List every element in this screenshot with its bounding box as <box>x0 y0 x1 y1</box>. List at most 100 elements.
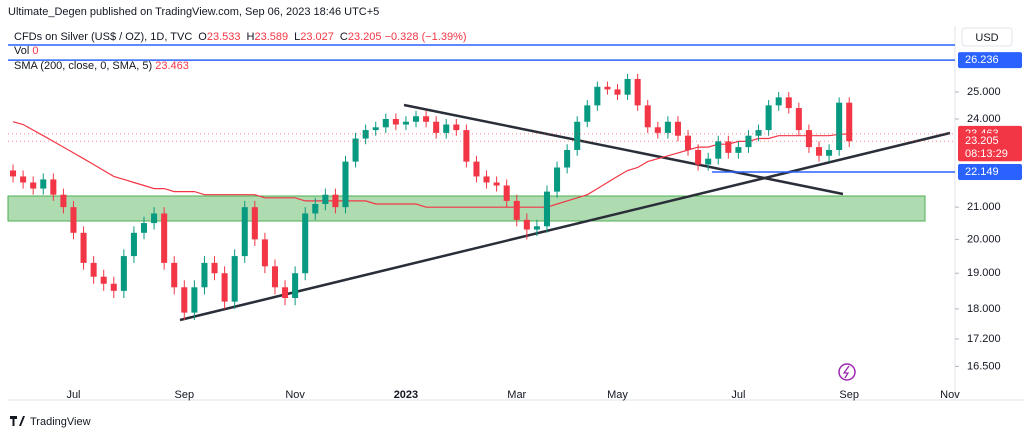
x-tick-label: May <box>607 389 628 401</box>
legend: CFDs on Silver (US$ / OZ), 1D, TVC O23.53… <box>14 31 467 72</box>
candle-body <box>695 149 702 165</box>
sma-label: SMA (200, close, 0, SMA, 5) <box>14 60 152 72</box>
candle-body <box>654 127 661 133</box>
y-tick-label: 17.200 <box>967 333 1001 345</box>
candle-body <box>211 262 218 274</box>
ohlc-key: O <box>198 31 207 43</box>
brand-logo <box>10 416 25 426</box>
candle-body <box>574 121 581 150</box>
candle-body <box>483 176 490 183</box>
candle-body <box>151 213 158 224</box>
candle-body <box>443 124 450 133</box>
candle-body <box>412 116 420 122</box>
y-tick-label: 18.000 <box>967 303 1001 315</box>
change: −0.328 (−1.39%) <box>385 31 467 43</box>
sma-line: SMA (200, close, 0, SMA, 5) 23.463 <box>14 60 189 72</box>
candle-body <box>533 226 540 230</box>
candle-body <box>402 121 409 125</box>
countdown: 08:13:29 <box>965 148 1008 160</box>
sma-line <box>12 121 850 208</box>
currency-box[interactable] <box>961 27 1013 47</box>
publisher: Ultimate_Degen published on TradingView.… <box>8 6 379 18</box>
candle-body <box>10 170 17 177</box>
y-tick-label: 24.000 <box>967 113 1001 125</box>
ohlc-key: C <box>340 31 348 43</box>
vol-label: Vol <box>14 45 29 57</box>
ohlc-value: 23.589 <box>254 31 288 43</box>
candle-body <box>302 213 309 274</box>
candle-body <box>433 121 440 133</box>
candle-body <box>664 121 671 133</box>
price-badge-label: 22.149 <box>965 166 999 178</box>
candle-body <box>231 256 238 302</box>
candle-body <box>100 276 107 284</box>
support-zone <box>7 195 926 222</box>
candle-body <box>130 232 137 257</box>
ohlc: O23.533 H23.589 L23.027 C23.205 <box>198 31 381 43</box>
candle-body <box>30 182 37 189</box>
y-tick-label: 16.500 <box>967 360 1001 372</box>
trend-line <box>179 131 951 322</box>
candle-body <box>634 78 641 106</box>
candle-body <box>40 179 47 189</box>
candle-body <box>70 207 77 233</box>
candle-body <box>181 287 188 313</box>
candle-body <box>775 97 782 106</box>
watermark-icon <box>838 363 856 381</box>
candle-body <box>725 141 732 153</box>
candle-body <box>554 167 561 192</box>
candle-body <box>80 232 87 263</box>
candle-body <box>120 256 127 291</box>
candle-body <box>624 78 631 95</box>
candle-body <box>261 239 268 267</box>
candle-body <box>604 86 611 90</box>
candle-body <box>271 266 278 288</box>
candle-body <box>674 121 681 136</box>
candle-body <box>836 102 843 150</box>
legend-line: CFDs on Silver (US$ / OZ), 1D, TVC O23.53… <box>14 31 467 43</box>
candle-body <box>392 118 399 125</box>
candle-body <box>503 185 510 201</box>
candle-body <box>201 262 208 288</box>
price-badge <box>958 163 1022 180</box>
candle-body <box>50 179 57 195</box>
candle-body <box>352 138 359 162</box>
candle-body <box>846 102 853 142</box>
vol-line: Vol 0 <box>14 45 38 57</box>
price-axis <box>955 26 1024 414</box>
candle-body <box>191 287 198 313</box>
symbol: CFDs on Silver (US$ / OZ), 1D, TVC <box>14 31 192 43</box>
candle-body <box>543 191 551 227</box>
x-tick-label: Nov <box>940 389 960 401</box>
currency[interactable]: USD <box>975 32 998 44</box>
candle-body <box>493 182 500 186</box>
candle-body <box>312 204 319 214</box>
candle-body <box>282 287 289 299</box>
ohlc-key: L <box>294 31 300 43</box>
candle-body <box>584 105 591 122</box>
candle-body <box>705 158 712 165</box>
x-tick-label: Sep <box>175 389 195 401</box>
price-badge-label: 23.205 <box>965 135 999 147</box>
candle-body <box>292 273 299 299</box>
x-tick-label: Jul <box>66 389 80 401</box>
candle-body <box>715 141 722 159</box>
candle-body <box>453 124 460 131</box>
candle-body <box>332 194 339 208</box>
ohlc-key: H <box>247 31 255 43</box>
candle-body <box>765 105 772 131</box>
y-tick-label: 19.000 <box>967 267 1001 279</box>
price-badge <box>958 133 1022 162</box>
x-tick-label: 2023 <box>394 389 418 401</box>
candle-body <box>463 130 470 162</box>
y-tick-label: 20.000 <box>967 233 1001 245</box>
candle-body <box>614 89 621 95</box>
candle-body <box>322 194 329 205</box>
x-tick-label: Nov <box>285 389 305 401</box>
candle-body <box>251 207 258 240</box>
candle-body <box>785 97 792 109</box>
candle-body <box>805 130 812 148</box>
